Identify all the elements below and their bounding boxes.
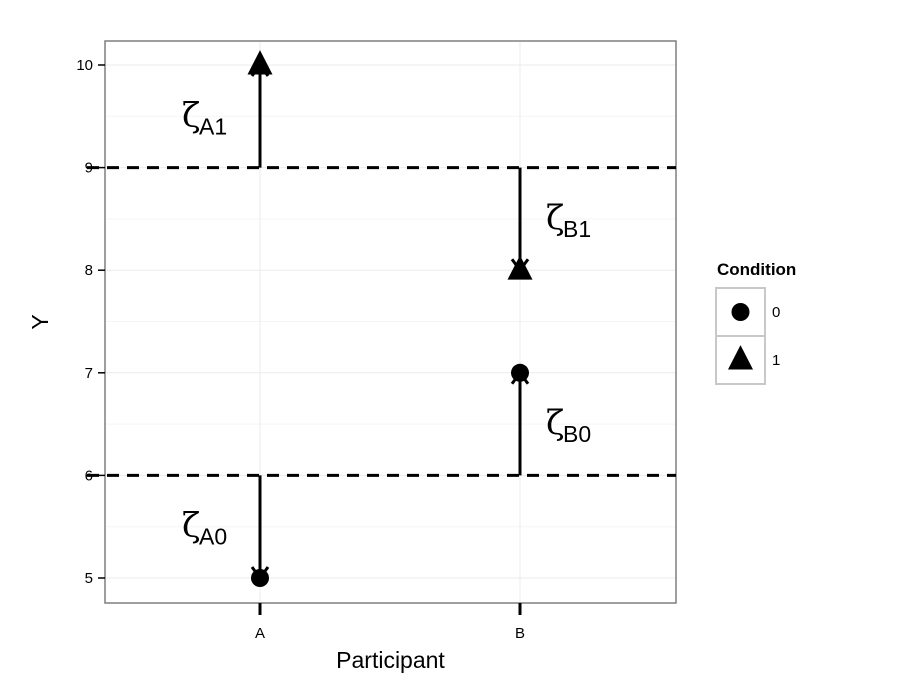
point-condition-0 <box>251 569 269 587</box>
arrow-annotation: ζA0 <box>182 506 227 550</box>
y-tick-label: 10 <box>76 57 93 74</box>
zeta-subscript: A1 <box>199 113 227 139</box>
zeta-symbol: ζ <box>546 198 564 238</box>
zeta-subscript: B0 <box>563 421 591 447</box>
arrow-annotation: ζA1 <box>182 95 227 139</box>
point-condition-0 <box>511 363 529 382</box>
zeta-subscript: A0 <box>199 524 227 550</box>
point-condition-1 <box>507 255 533 280</box>
y-tick-label: 7 <box>85 365 93 382</box>
legend-triangle-icon <box>728 345 753 370</box>
zeta-subscript: B1 <box>563 216 591 242</box>
zeta-symbol: ζ <box>546 403 564 443</box>
arrow-annotation: ζB1 <box>546 198 591 242</box>
arrow-annotation: ζB0 <box>546 403 591 447</box>
legend-title: Condition <box>717 260 796 279</box>
point-condition-1 <box>247 50 273 75</box>
y-axis-title: Y <box>27 314 53 329</box>
legend-circle-icon <box>731 303 750 321</box>
x-axis-title: Participant <box>336 647 445 673</box>
x-tick-label: B <box>515 625 525 642</box>
y-tick-label: 8 <box>85 262 93 279</box>
axes: 5678910ABParticipantY <box>27 57 525 673</box>
legend-label: 1 <box>772 352 780 369</box>
zeta-symbol: ζ <box>182 95 200 135</box>
legend: Condition 0 1 <box>715 260 796 385</box>
panel-border <box>104 40 677 604</box>
x-tick-label: A <box>255 625 265 642</box>
y-tick-label: 5 <box>85 570 93 587</box>
legend-label: 0 <box>772 304 780 321</box>
zeta-symbol: ζ <box>182 506 200 546</box>
